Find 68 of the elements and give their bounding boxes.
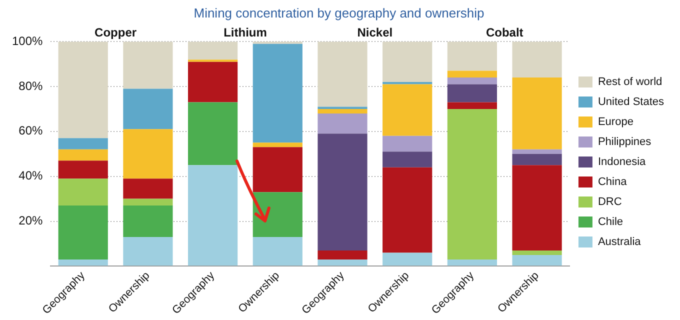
bar (58, 178, 108, 206)
bar (123, 42, 173, 89)
bar (512, 250, 562, 255)
bar (188, 42, 238, 60)
bar (188, 165, 238, 266)
bar (447, 259, 497, 266)
text: Lithium (224, 26, 267, 40)
chart-title: Mining concentration by geography and ownership (194, 5, 484, 20)
y-tick-label: 60% (18, 124, 44, 138)
bar (58, 206, 108, 260)
bar (447, 84, 497, 102)
bar (447, 42, 497, 71)
bar (318, 134, 368, 250)
legend-label: China (598, 176, 628, 188)
bar (512, 154, 562, 166)
bar (382, 152, 432, 168)
bar (512, 165, 562, 250)
bar (382, 252, 432, 266)
legend-label: DRC (598, 196, 622, 208)
bar (318, 113, 368, 134)
y-tick-label: 100% (12, 34, 44, 48)
bar (252, 44, 302, 143)
bar (382, 136, 432, 152)
bar (252, 142, 302, 148)
bar (512, 78, 562, 150)
bar (447, 78, 497, 84)
bar (123, 178, 173, 199)
bar (318, 250, 368, 260)
bar (318, 259, 368, 266)
bar (447, 102, 497, 109)
bar (512, 42, 562, 78)
bar (123, 198, 173, 206)
bar (123, 129, 173, 179)
bar (252, 236, 302, 266)
bar (382, 42, 432, 82)
y-tick-label: 40% (18, 168, 44, 183)
legend-label: Indonesia (598, 156, 647, 168)
text: Cobalt (486, 26, 524, 40)
legend-label: Europe (598, 116, 634, 128)
bar (58, 259, 108, 266)
bar (188, 62, 238, 102)
y-tick-label: 20% (18, 214, 44, 228)
bar (318, 108, 368, 114)
bar (58, 138, 108, 150)
bar (58, 42, 108, 138)
bar (123, 88, 173, 130)
bar (58, 149, 108, 161)
legend-label: Chile (598, 216, 624, 228)
bar (123, 236, 173, 266)
bar (447, 108, 497, 260)
legend-label: Australia (598, 236, 642, 248)
bar (382, 167, 432, 253)
legend-label: Philippines (598, 136, 652, 148)
bar (512, 254, 562, 266)
legend-label: Rest of world (598, 76, 662, 88)
legend-label: United States (598, 96, 664, 108)
bar (447, 70, 497, 78)
text: Nickel (357, 26, 393, 40)
text: Copper (94, 26, 137, 40)
bar (252, 192, 302, 237)
bar (188, 102, 238, 166)
bar (123, 206, 173, 237)
bar (382, 84, 432, 136)
bar (318, 42, 368, 107)
bar (252, 147, 302, 192)
y-tick-label: 80% (18, 78, 44, 93)
bar (512, 149, 562, 154)
bar (58, 160, 108, 179)
